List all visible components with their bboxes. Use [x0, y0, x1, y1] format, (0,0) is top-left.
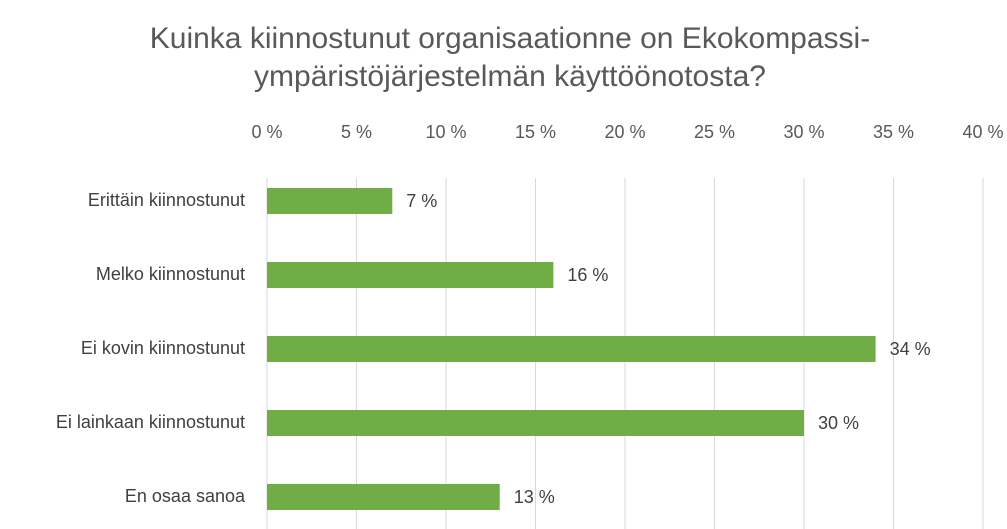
value-label: 7 % — [406, 191, 437, 211]
y-tick-label: Melko kiinnostunut — [96, 264, 245, 284]
x-tick-label: 25 % — [694, 122, 735, 142]
value-label: 13 % — [514, 487, 555, 507]
x-tick-label: 30 % — [783, 122, 824, 142]
x-tick-label: 15 % — [515, 122, 556, 142]
bar — [267, 410, 804, 436]
bar — [267, 336, 876, 362]
x-tick-label: 0 % — [251, 122, 282, 142]
value-label: 34 % — [890, 339, 931, 359]
bar — [267, 484, 500, 510]
x-tick-label: 10 % — [425, 122, 466, 142]
value-label: 16 % — [567, 265, 608, 285]
value-label: 30 % — [818, 413, 859, 433]
x-tick-label: 5 % — [341, 122, 372, 142]
y-tick-label: Ei kovin kiinnostunut — [81, 338, 245, 358]
bar — [267, 262, 554, 288]
x-tick-label: 35 % — [873, 122, 914, 142]
bar — [267, 188, 393, 214]
y-tick-label: Erittäin kiinnostunut — [88, 190, 245, 210]
y-tick-label: Ei lainkaan kiinnostunut — [56, 412, 245, 432]
chart-title: Kuinka kiinnostunut organisaationne on E… — [150, 22, 870, 55]
x-tick-label: 40 % — [962, 122, 1003, 142]
chart-title: ympäristöjärjestelmän käyttöönotosta? — [254, 60, 766, 93]
y-tick-label: En osaa sanoa — [125, 486, 246, 506]
x-tick-label: 20 % — [604, 122, 645, 142]
